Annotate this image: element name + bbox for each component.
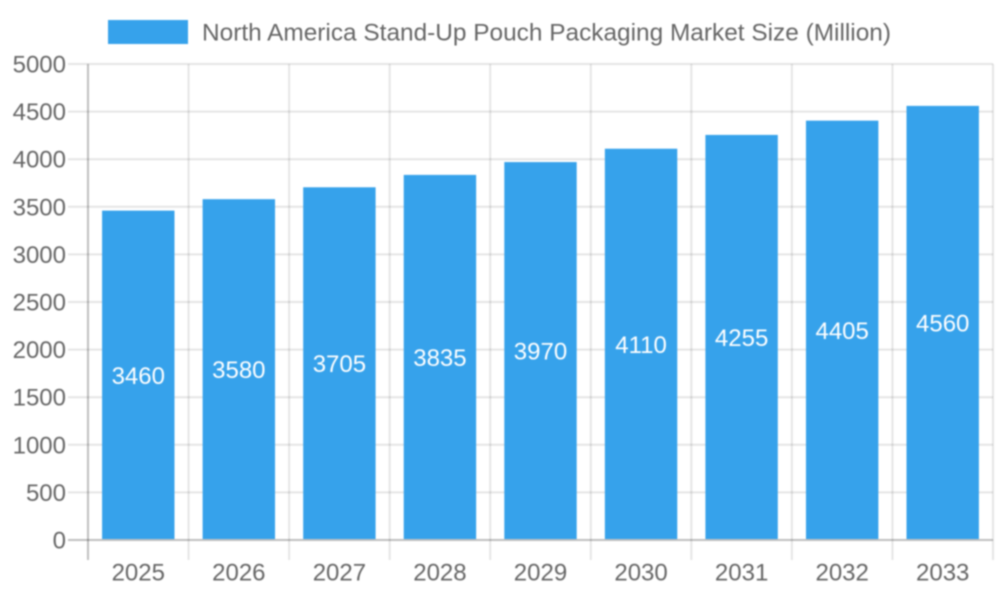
svg-text:500: 500: [26, 480, 66, 507]
svg-text:2028: 2028: [413, 560, 466, 587]
svg-text:2025: 2025: [112, 560, 165, 587]
svg-text:1500: 1500: [13, 385, 66, 412]
svg-text:4000: 4000: [13, 147, 66, 174]
svg-text:2026: 2026: [212, 560, 265, 587]
svg-text:3000: 3000: [13, 242, 66, 269]
svg-text:4560: 4560: [916, 310, 969, 337]
svg-text:4500: 4500: [13, 99, 66, 126]
svg-text:5000: 5000: [13, 52, 66, 79]
svg-text:3500: 3500: [13, 194, 66, 221]
svg-text:4110: 4110: [615, 332, 667, 359]
svg-text:3460: 3460: [112, 363, 165, 390]
svg-text:2033: 2033: [916, 560, 969, 587]
svg-text:3970: 3970: [514, 339, 567, 366]
svg-text:0: 0: [53, 528, 66, 555]
svg-text:2029: 2029: [514, 560, 567, 587]
svg-text:4255: 4255: [715, 325, 768, 352]
svg-text:3705: 3705: [313, 351, 366, 378]
svg-text:2027: 2027: [313, 560, 366, 587]
svg-text:1000: 1000: [13, 432, 66, 459]
svg-text:2030: 2030: [614, 560, 667, 587]
svg-text:2000: 2000: [13, 337, 66, 364]
svg-text:2500: 2500: [13, 290, 66, 317]
svg-text:3835: 3835: [413, 345, 466, 372]
svg-text:4405: 4405: [815, 318, 868, 345]
svg-text:2032: 2032: [815, 560, 868, 587]
svg-text:North America Stand-Up Pouch P: North America Stand-Up Pouch Packaging M…: [202, 20, 891, 47]
svg-text:2031: 2031: [715, 560, 768, 587]
svg-text:3580: 3580: [212, 357, 265, 384]
